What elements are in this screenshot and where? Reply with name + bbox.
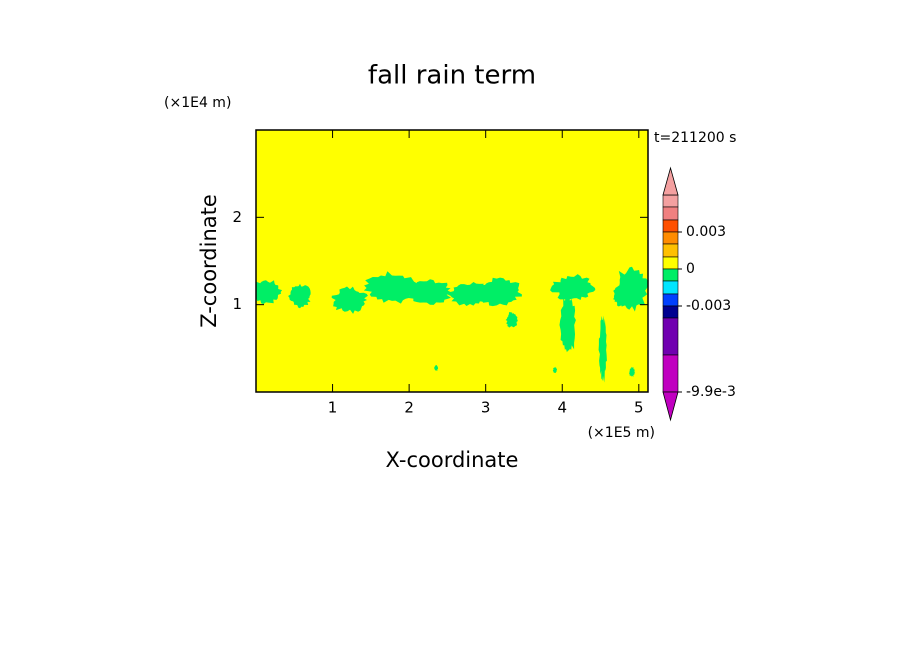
- contour-region: [434, 365, 439, 371]
- contour-region: [505, 312, 518, 328]
- colorbar-box: [662, 219, 679, 233]
- x-tick-label: 5: [634, 399, 644, 417]
- y-unit: (×1E4 m): [164, 95, 231, 111]
- x-unit: (×1E5 m): [588, 425, 655, 441]
- time-label: t=211200 s: [654, 130, 736, 146]
- colorbar-extend: [662, 391, 679, 422]
- contour-region: [288, 283, 311, 309]
- colorbar-extend: [662, 166, 679, 196]
- x-tick-label: 4: [557, 399, 567, 417]
- colorbar-label: -9.9e-3: [686, 384, 736, 400]
- colorbar-box: [662, 268, 679, 282]
- contour-region: [559, 291, 576, 353]
- colorbar-box: [662, 206, 679, 221]
- contour-region: [446, 282, 491, 306]
- colorbar-box: [662, 280, 679, 295]
- x-tick-label: 2: [404, 399, 414, 417]
- colorbar-box: [662, 231, 679, 245]
- colorbar-box: [662, 305, 679, 319]
- colorbar-label: -0.003: [686, 298, 731, 314]
- colorbar-label: 0: [686, 261, 695, 277]
- field: [256, 130, 648, 392]
- contour-region: [629, 366, 635, 377]
- colorbar-box: [662, 317, 679, 356]
- x-tick-label: 3: [481, 399, 491, 417]
- y-axis-label: Z-coordinate: [197, 194, 221, 328]
- chart-title: fall rain term: [368, 61, 536, 91]
- contour-region: [407, 279, 451, 305]
- contour-region: [613, 285, 630, 307]
- colorbar-box: [662, 243, 679, 258]
- plot-frame: [255, 129, 649, 393]
- contour-region: [363, 271, 422, 304]
- contour-region: [598, 315, 607, 383]
- contour-region: [550, 274, 596, 300]
- colorbar-box: [662, 256, 679, 270]
- y-tick-label: 1: [232, 295, 242, 313]
- x-axis-label: X-coordinate: [386, 448, 519, 472]
- contour-region: [478, 277, 522, 307]
- y-tick-label: 2: [232, 208, 242, 226]
- contour-region: [331, 286, 368, 314]
- colorbar-label: 0.003: [686, 224, 726, 240]
- colorbar-box: [662, 354, 679, 393]
- contour-region: [256, 280, 283, 305]
- colorbar-box: [662, 293, 679, 307]
- colorbar-box: [662, 194, 679, 208]
- contour-region: [552, 366, 557, 374]
- x-tick-label: 1: [328, 399, 338, 417]
